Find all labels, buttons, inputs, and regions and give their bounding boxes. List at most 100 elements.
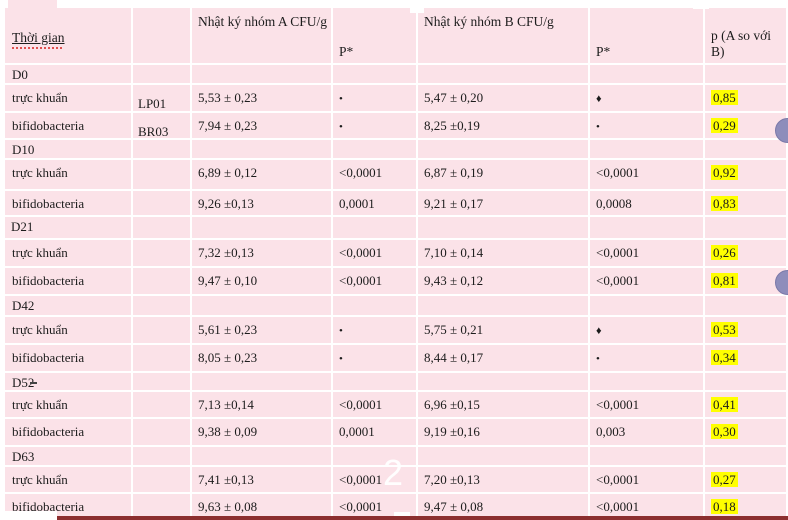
strain-cell: LP01 — [133, 85, 192, 113]
strain-cell — [133, 447, 192, 467]
p-star-b-cell — [590, 65, 705, 85]
strain-cell — [133, 191, 192, 217]
header-group-a-cell: Nhật ký nhóm A CFU/g — [192, 8, 333, 65]
strain-cell — [133, 392, 192, 419]
p-ab-cell: 0,92 — [705, 160, 788, 191]
p-star-a-cell — [333, 140, 418, 160]
p-ab-cell: 0,83 — [705, 191, 788, 217]
table-header-row: Thời gian Nhật ký nhóm A CFU/g P* Nhật k… — [5, 8, 788, 65]
strain-cell — [133, 140, 192, 160]
highlighted-p-value: 0,53 — [711, 322, 738, 337]
table-row: trực khuẩn 5,61 ± 0,23 • 5,75 ± 0,21 ♦ 0,53 — [5, 317, 788, 345]
p-star-b-cell: <0,0001 — [590, 240, 705, 268]
p-ab-cell — [705, 65, 788, 85]
p-star-b-cell: <0,0001 — [590, 392, 705, 419]
p-star-a-cell: • — [333, 317, 418, 345]
p-star-a-cell — [333, 65, 418, 85]
p-star-a-cell: • — [333, 85, 418, 113]
table-row: trực khuẩn 6,89 ± 0,12 <0,0001 6,87 ± 0,19 <… — [5, 160, 788, 191]
p-star-b-cell — [590, 296, 705, 317]
diamond-marker-icon: ♦ — [596, 325, 602, 337]
strain-cell — [133, 240, 192, 268]
p-ab-cell — [705, 447, 788, 467]
p-star-a-cell — [333, 296, 418, 317]
group-a-value-cell: 9,26 ±0,13 — [192, 191, 333, 217]
bullet-marker-icon: • — [339, 325, 343, 337]
strain-cell — [133, 345, 192, 373]
table-row: bifidobacteria 8,05 ± 0,23 • 8,44 ± 0,17 • 0,… — [5, 345, 788, 373]
row-label-cell: bifidobacteria — [5, 191, 133, 217]
highlighted-p-value: 0,34 — [711, 350, 738, 365]
row-label-cell: trực khuẩn — [5, 317, 133, 345]
p-star-b-cell: ♦ — [590, 317, 705, 345]
group-a-value-cell: 7,94 ± 0,23 — [192, 113, 333, 140]
section-row: D10 — [5, 140, 788, 160]
p-ab-cell: 0,29 — [705, 113, 788, 140]
bullet-marker-icon: • — [596, 121, 600, 133]
group-b-value-cell — [418, 65, 590, 85]
highlighted-p-value: 0,18 — [711, 499, 738, 514]
table-row: trực khuẩn 7,41 ±0,13 <0,0001 7,20 ±0,13 <0,… — [5, 467, 788, 494]
header-time-label: Thời gian — [12, 30, 65, 45]
group-a-value-cell — [192, 217, 333, 240]
top-pink-artifact — [8, 0, 57, 10]
group-a-value-cell: 5,61 ± 0,23 — [192, 317, 333, 345]
row-label-cell: D52 — [5, 373, 133, 392]
p-star-a-cell: <0,0001 — [333, 467, 418, 494]
results-table: Thời gian Nhật ký nhóm A CFU/g P* Nhật k… — [5, 8, 788, 520]
highlighted-p-value: 0,83 — [711, 196, 738, 211]
p-star-b-cell: <0,0001 — [590, 160, 705, 191]
strain-cell: BR03 — [133, 113, 192, 140]
group-a-value-cell: 5,53 ± 0,23 — [192, 85, 333, 113]
p-ab-cell: 0,30 — [705, 419, 788, 447]
table-row: bifidobacteria 9,47 ± 0,10 <0,0001 9,43 ± 0… — [5, 268, 788, 296]
highlighted-p-value: 0,30 — [711, 424, 738, 439]
section-row: D63 — [5, 447, 788, 467]
group-a-value-cell: 9,63 ± 0,08 — [192, 494, 333, 520]
group-b-value-cell — [418, 217, 590, 240]
p-ab-cell — [705, 373, 788, 392]
bottom-left-white-corner — [0, 511, 57, 520]
strain-cell — [133, 419, 192, 447]
white-artifact — [410, 3, 424, 13]
row-label-cell: trực khuẩn — [5, 85, 133, 113]
highlighted-p-value: 0,41 — [711, 397, 738, 412]
group-a-value-cell: 6,89 ± 0,12 — [192, 160, 333, 191]
group-a-value-cell — [192, 65, 333, 85]
row-label-cell: bifidobacteria — [5, 345, 133, 373]
highlighted-p-value: 0,92 — [711, 165, 738, 180]
group-a-value-cell: 8,05 ± 0,23 — [192, 345, 333, 373]
strain-cell — [133, 373, 192, 392]
row-label-cell: bifidobacteria — [5, 113, 133, 140]
group-a-value-cell — [192, 373, 333, 392]
highlighted-p-value: 0,81 — [711, 273, 738, 288]
p-star-b-cell: 0,0008 — [590, 191, 705, 217]
p-star-a-cell: 0,0001 — [333, 191, 418, 217]
group-b-value-cell — [418, 373, 590, 392]
table-row: bifidobacteria 9,63 ± 0,08 <0,0001 9,47 ± 0… — [5, 494, 788, 520]
row-label-cell: trực khuẩn — [5, 240, 133, 268]
strain-cell — [133, 160, 192, 191]
p-star-b-cell: <0,0001 — [590, 494, 705, 520]
header-strain-cell — [133, 8, 192, 65]
p-star-b-cell — [590, 373, 705, 392]
row-label-cell: trực khuẩn — [5, 392, 133, 419]
strain-cell — [133, 65, 192, 85]
row-label-cell: D21 — [5, 217, 133, 240]
p-star-b-cell — [590, 217, 705, 240]
group-b-value-cell: 8,44 ± 0,17 — [418, 345, 590, 373]
table-row: bifidobacteria 9,26 ±0,13 0,0001 9,21 ± 0,1… — [5, 191, 788, 217]
p-star-a-cell: <0,0001 — [333, 240, 418, 268]
group-a-value-cell: 7,32 ±0,13 — [192, 240, 333, 268]
p-ab-cell: 0,53 — [705, 317, 788, 345]
p-star-a-cell — [333, 373, 418, 392]
group-a-value-cell — [192, 296, 333, 317]
row-label-cell: D42 — [5, 296, 133, 317]
spellcheck-squiggle — [12, 47, 64, 49]
table-body: D0 trực khuẩn LP01 5,53 ± 0,23 • 5,47 ± 0,20 ♦… — [5, 65, 788, 520]
row-label-cell: trực khuẩn — [5, 467, 133, 494]
group-b-value-cell: 7,20 ±0,13 — [418, 467, 590, 494]
table-row: trực khuẩn 7,13 ±0,14 <0,0001 6,96 ±0,15 <0,… — [5, 392, 788, 419]
diamond-marker-icon: ♦ — [596, 93, 602, 105]
bottom-maroon-bar — [57, 516, 788, 520]
